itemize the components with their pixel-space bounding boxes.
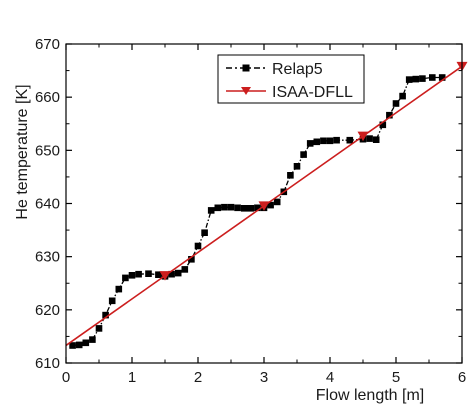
- x-tick-label: 1: [128, 369, 136, 386]
- legend-label-isaa-dfll: ISAA-DFLL: [272, 84, 353, 101]
- isaa-dfll-point: [258, 201, 270, 211]
- relap5-point: [247, 205, 255, 212]
- relap5-point: [95, 325, 103, 332]
- relap5-point: [201, 229, 208, 236]
- relap5-point: [313, 138, 321, 146]
- legend-marker-relap5: [242, 64, 250, 72]
- relap5-point: [82, 339, 90, 347]
- legend-box: [217, 54, 365, 104]
- relap5-point: [346, 136, 354, 144]
- relap5-point: [181, 266, 189, 273]
- relap5-point: [287, 172, 294, 179]
- axes-layer: 0 1 2 3 4 5 6 610 620 630 640 650 660 670: [35, 36, 466, 386]
- y-tick-label: 640: [35, 196, 60, 213]
- relap5-point: [326, 137, 334, 145]
- x-tick-label: 6: [458, 369, 466, 386]
- x-tick-label: 5: [392, 369, 400, 386]
- legend-label-relap5: Relap5: [272, 61, 323, 78]
- relap5-point: [221, 203, 228, 211]
- relap5-point: [194, 242, 202, 250]
- relap5-point: [207, 207, 215, 214]
- y-tick-label: 630: [35, 249, 60, 266]
- relap5-point: [379, 121, 387, 129]
- relap5-point: [115, 285, 123, 293]
- y-tick-label: 650: [35, 142, 60, 159]
- y-axis-title-group: He temperature [K]: [14, 84, 31, 219]
- relap5-point: [412, 75, 420, 83]
- relap5-point: [429, 74, 436, 81]
- relap5-point: [254, 204, 261, 212]
- relap5-point: [168, 270, 175, 278]
- x-axis-title: Flow length [m]: [316, 387, 424, 404]
- series-layer: [65, 61, 468, 349]
- relap5-point: [333, 136, 340, 144]
- relap5-point: [135, 270, 142, 278]
- x-tick-label: 2: [194, 369, 202, 386]
- relap5-point: [75, 341, 83, 349]
- relap5-point: [227, 203, 235, 211]
- relap5-point: [273, 198, 281, 206]
- relap5-point: [366, 135, 373, 142]
- isaa-dfll-point: [159, 271, 171, 281]
- relap5-point: [155, 271, 162, 278]
- relap5-point: [399, 92, 406, 100]
- relap5-point: [69, 342, 76, 349]
- relap5-point: [214, 204, 222, 212]
- relap5-point: [419, 75, 426, 82]
- relap5-point: [293, 163, 301, 170]
- relap5-point: [128, 272, 136, 279]
- relap5-point: [320, 137, 327, 145]
- relap5-point: [386, 111, 393, 119]
- relap5-point: [267, 201, 274, 209]
- relap5-point: [300, 151, 307, 158]
- y-tick-label: 660: [35, 89, 60, 106]
- relap5-point: [145, 270, 152, 277]
- y-tick-label: 610: [35, 355, 60, 372]
- relap5-point: [392, 100, 400, 107]
- x-tick-label: 3: [260, 369, 268, 386]
- x-tick-label: 0: [62, 369, 70, 386]
- relap5-point: [122, 274, 129, 282]
- legend: Relap5 ISAA-DFLL: [217, 54, 365, 104]
- y-tick-label: 670: [35, 36, 60, 53]
- relap5-point: [438, 74, 446, 81]
- relap5-point: [89, 336, 96, 343]
- y-axis-title: He temperature [K]: [14, 84, 31, 219]
- relap5-point: [240, 205, 248, 212]
- relap5-point: [108, 297, 116, 305]
- relap5-point: [102, 311, 109, 319]
- relap5-point: [234, 204, 241, 212]
- isaa-dfll-point: [357, 131, 369, 142]
- relap5-point: [405, 76, 413, 83]
- legend-marker-isaa-dfll: [241, 87, 251, 95]
- relap5-point: [306, 140, 314, 147]
- relap5-point: [174, 269, 182, 277]
- relap5-point: [372, 136, 380, 143]
- y-tick-label: 620: [35, 302, 60, 319]
- relap5-point: [188, 256, 195, 263]
- x-tick-label: 4: [326, 369, 334, 386]
